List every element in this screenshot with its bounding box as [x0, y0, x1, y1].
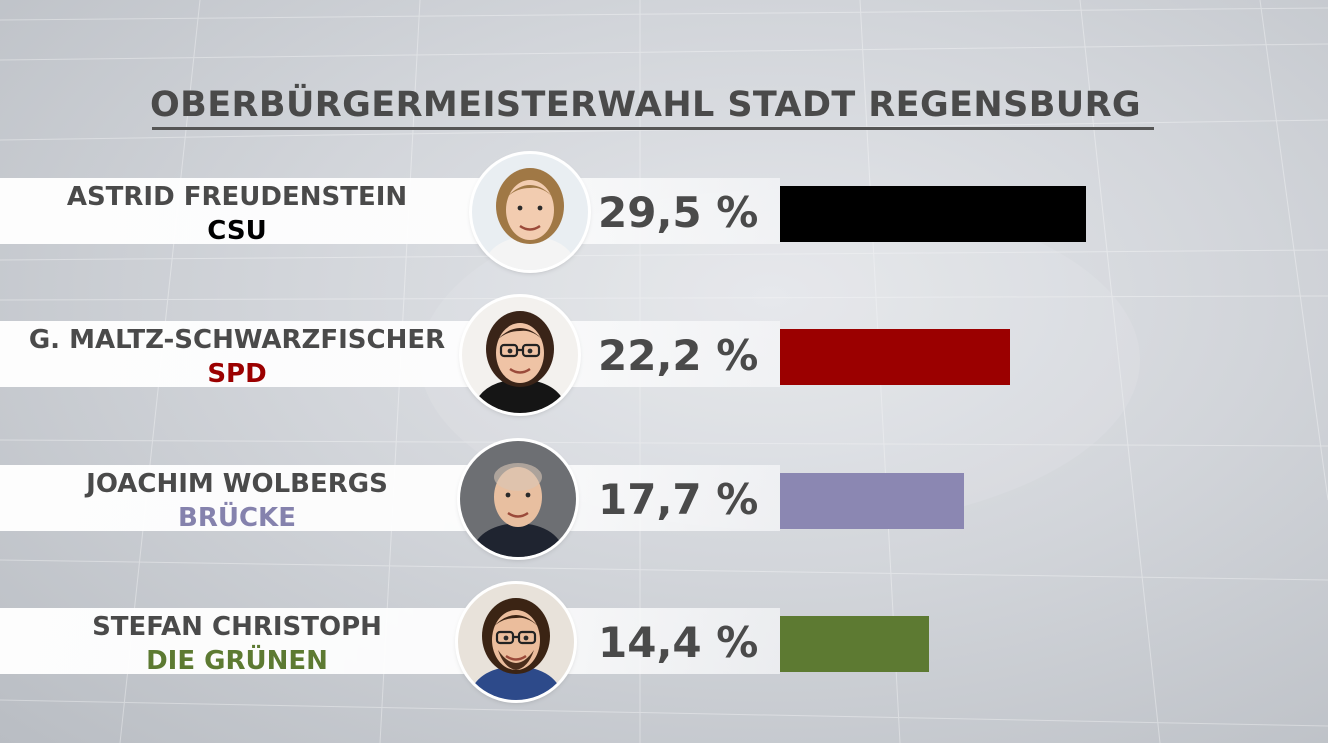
candidate-name: STEFAN CHRISTOPH	[92, 612, 382, 642]
result-bar	[780, 473, 964, 529]
row-band	[0, 608, 780, 674]
candidate-name: G. MALTZ-SCHWARZFISCHER	[28, 325, 446, 355]
percentage-label: 14,4 %	[598, 618, 759, 667]
row-band	[0, 321, 780, 387]
percentage-label: 22,2 %	[598, 331, 759, 380]
result-row: JOACHIM WOLBERGS BRÜCKE 17,7 %	[0, 437, 1328, 577]
candidate-name: JOACHIM WOLBERGS	[86, 469, 388, 499]
party-label: DIE GRÜNEN	[146, 646, 328, 676]
result-row: ASTRID FREUDENSTEIN CSU 29,5 %	[0, 150, 1328, 290]
result-bar	[780, 616, 929, 672]
portrait-woman-glasses-icon	[462, 297, 578, 413]
result-bar	[780, 186, 1086, 242]
title-underline	[152, 127, 1154, 130]
result-row: STEFAN CHRISTOPH DIE GRÜNEN 14,4 %	[0, 580, 1328, 720]
portrait-man-bald-icon	[460, 441, 576, 557]
result-row: G. MALTZ-SCHWARZFISCHER SPD 22,2 %	[0, 293, 1328, 433]
result-bar	[780, 329, 1010, 385]
candidate-name: ASTRID FREUDENSTEIN	[66, 182, 408, 212]
row-band	[0, 465, 780, 531]
party-label: CSU	[207, 216, 267, 246]
portrait-man-glasses-icon	[458, 584, 574, 700]
row-band	[0, 178, 780, 244]
party-label: SPD	[207, 359, 267, 389]
page-title: OBERBÜRGERMEISTERWAHL STADT REGENSBURG	[150, 85, 1142, 125]
percentage-label: 29,5 %	[598, 188, 759, 237]
percentage-label: 17,7 %	[598, 475, 759, 524]
party-label: BRÜCKE	[178, 503, 296, 533]
portrait-woman-blonde-icon	[472, 154, 588, 270]
